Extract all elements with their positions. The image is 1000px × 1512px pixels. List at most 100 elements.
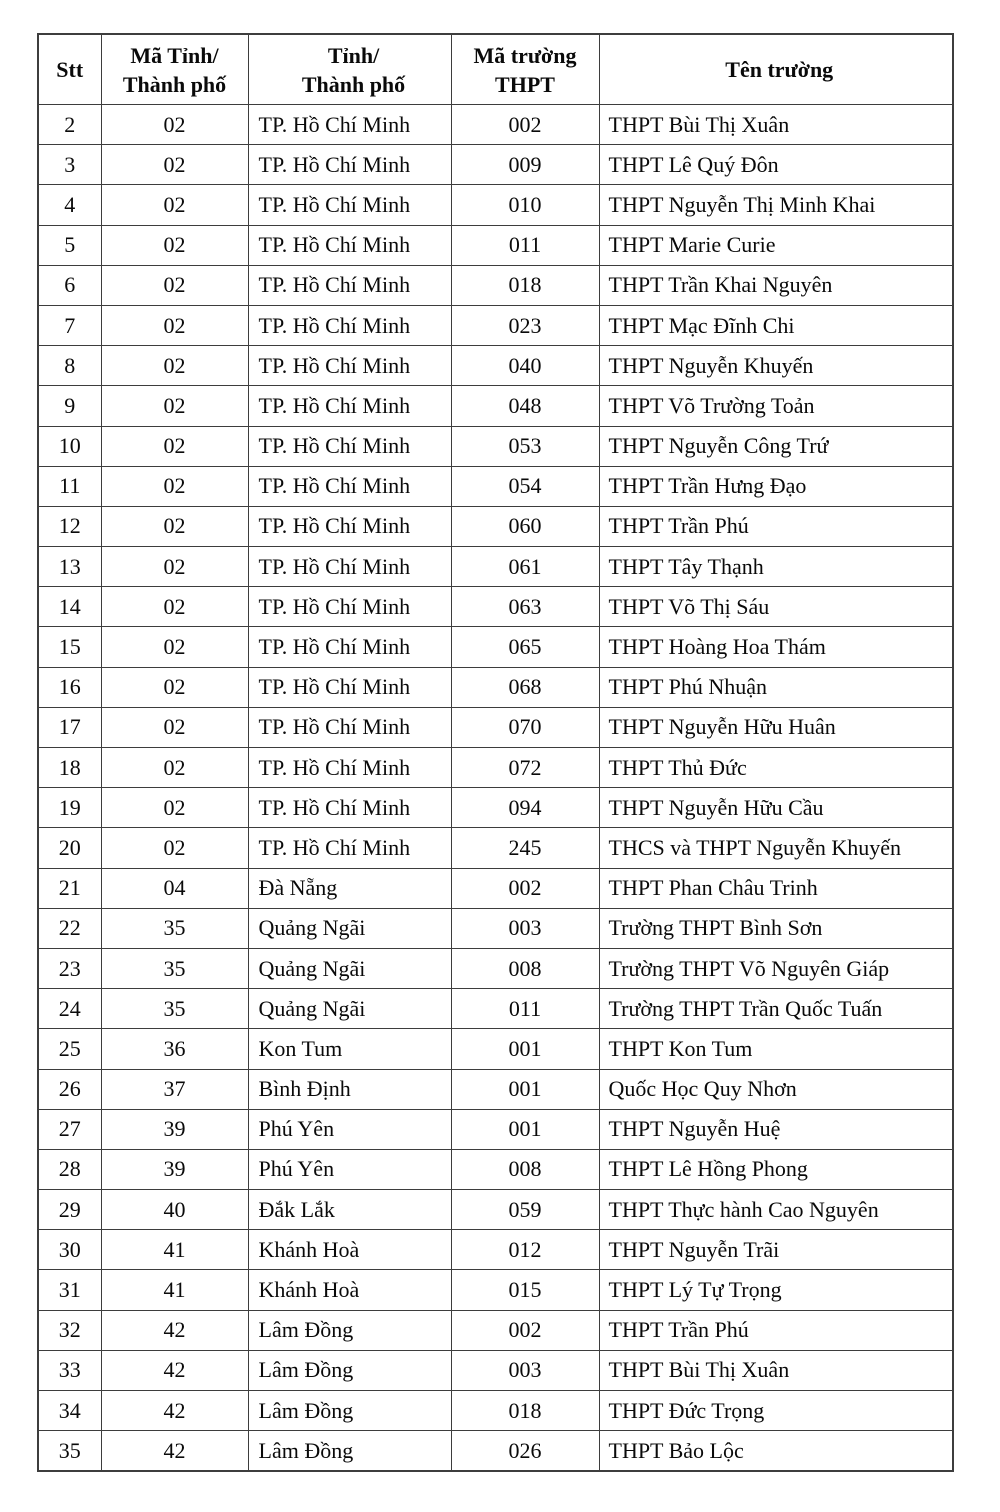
cell-ma_truong: 026 (450, 1430, 600, 1472)
cell-tinh: TP. Hồ Chí Minh (247, 706, 452, 749)
cell-tinh: TP. Hồ Chí Minh (247, 144, 452, 186)
cell-stt: 8 (37, 345, 102, 387)
cell-ten_truong: THPT Mạc Đĩnh Chi (598, 304, 954, 347)
cell-tinh: TP. Hồ Chí Minh (247, 264, 452, 306)
cell-ma_tinh: 39 (100, 1108, 249, 1150)
cell-ma_tinh: 02 (100, 505, 249, 548)
cell-ten_truong: THPT Nguyễn Hữu Cầu (598, 787, 954, 829)
cell-ma_tinh: 02 (100, 425, 249, 467)
cell-ma_truong: 015 (450, 1269, 600, 1311)
cell-ma_tinh: 02 (100, 345, 249, 387)
cell-tinh: TP. Hồ Chí Minh (247, 827, 452, 869)
cell-ma_tinh: 02 (100, 264, 249, 306)
cell-ma_tinh: 42 (100, 1430, 249, 1472)
cell-ma_truong: 008 (450, 947, 600, 990)
cell-ma_tinh: 02 (100, 144, 249, 186)
cell-stt: 22 (37, 907, 102, 949)
cell-ma_truong: 003 (450, 1349, 600, 1392)
cell-ma_tinh: 04 (100, 867, 249, 909)
cell-tinh: TP. Hồ Chí Minh (247, 224, 452, 266)
cell-ten_truong: THPT Lê Quý Đôn (598, 144, 954, 186)
cell-ten_truong: THPT Tây Thạnh (598, 546, 954, 588)
header-ma-tinh: Mã Tỉnh/ Thành phố (100, 33, 249, 105)
cell-ma_truong: 053 (450, 425, 600, 467)
cell-ma_tinh: 35 (100, 988, 249, 1030)
cell-stt: 7 (37, 304, 102, 347)
header-ten-truong: Tên trường (598, 33, 954, 105)
table-row: 16 02 TP. Hồ Chí Minh 068 THPT Phú Nhuận (37, 666, 954, 708)
table-row: 4 02 TP. Hồ Chí Minh 010 THPT Nguyễn Thị Min… (37, 184, 954, 226)
cell-ten_truong: THPT Nguyễn Thị Minh Khai (598, 184, 954, 226)
cell-tinh: TP. Hồ Chí Minh (247, 385, 452, 427)
cell-tinh: TP. Hồ Chí Minh (247, 505, 452, 548)
cell-tinh: Phú Yên (247, 1108, 452, 1150)
cell-ten_truong: THPT Nguyễn Trãi (598, 1229, 954, 1271)
cell-ten_truong: THPT Trần Phú (598, 1309, 954, 1351)
table-row: 20 02 TP. Hồ Chí Minh 245 THCS và THPT Nguyễ… (37, 827, 954, 869)
cell-ten_truong: THPT Nguyễn Khuyến (598, 345, 954, 387)
cell-stt: 5 (37, 224, 102, 266)
table-row: 12 02 TP. Hồ Chí Minh 060 THPT Trần Phú (37, 505, 954, 548)
cell-tinh: Quảng Ngãi (247, 988, 452, 1030)
cell-ma_tinh: 02 (100, 465, 249, 507)
cell-ten_truong: Quốc Học Quy Nhơn (598, 1068, 954, 1110)
table-row: 30 41 Khánh Hoà 012 THPT Nguyễn Trãi (37, 1229, 954, 1271)
table-row: 34 42 Lâm Đồng 018 THPT Đức Trọng (37, 1389, 954, 1432)
cell-stt: 27 (37, 1108, 102, 1150)
cell-ma_truong: 009 (450, 144, 600, 186)
cell-ma_tinh: 02 (100, 586, 249, 628)
cell-ma_truong: 002 (450, 867, 600, 909)
cell-ten_truong: THPT Bùi Thị Xuân (598, 1349, 954, 1392)
cell-ma_truong: 012 (450, 1229, 600, 1271)
cell-tinh: TP. Hồ Chí Minh (247, 103, 452, 146)
cell-stt: 33 (37, 1349, 102, 1392)
cell-ma_truong: 048 (450, 385, 600, 427)
cell-ten_truong: THPT Trần Khai Nguyên (598, 264, 954, 306)
table-row: 21 04 Đà Nẵng 002 THPT Phan Châu Trinh (37, 867, 954, 909)
cell-ma_tinh: 02 (100, 787, 249, 829)
cell-ma_tinh: 02 (100, 184, 249, 226)
cell-ma_tinh: 40 (100, 1189, 249, 1231)
cell-tinh: Khánh Hoà (247, 1229, 452, 1271)
table-row: 24 35 Quảng Ngãi 011 Trường THPT Trần Quốc T… (37, 988, 954, 1030)
cell-ten_truong: THPT Lê Hồng Phong (598, 1148, 954, 1191)
cell-stt: 18 (37, 746, 102, 789)
cell-tinh: TP. Hồ Chí Minh (247, 586, 452, 628)
cell-ma_tinh: 36 (100, 1028, 249, 1070)
cell-stt: 34 (37, 1389, 102, 1432)
cell-ma_truong: 065 (450, 626, 600, 668)
table-row: 33 42 Lâm Đồng 003 THPT Bùi Thị Xuân (37, 1349, 954, 1392)
header-row: Stt Mã Tỉnh/ Thành phố Tỉnh/ Thành phố M… (37, 33, 954, 105)
cell-ma_truong: 059 (450, 1189, 600, 1231)
cell-ten_truong: THPT Nguyễn Hữu Huân (598, 706, 954, 749)
table-row: 18 02 TP. Hồ Chí Minh 072 THPT Thủ Đức (37, 746, 954, 789)
cell-ma_tinh: 39 (100, 1148, 249, 1191)
cell-ma_tinh: 02 (100, 746, 249, 789)
table-row: 14 02 TP. Hồ Chí Minh 063 THPT Võ Thị Sáu (37, 586, 954, 628)
cell-stt: 4 (37, 184, 102, 226)
table-row: 15 02 TP. Hồ Chí Minh 065 THPT Hoàng Hoa Thá… (37, 626, 954, 668)
cell-stt: 19 (37, 787, 102, 829)
table-row: 13 02 TP. Hồ Chí Minh 061 THPT Tây Thạnh (37, 546, 954, 588)
table-row: 26 37 Bình Định 001 Quốc Học Quy Nhơn (37, 1068, 954, 1110)
cell-ma_truong: 018 (450, 264, 600, 306)
cell-tinh: Quảng Ngãi (247, 907, 452, 949)
cell-tinh: TP. Hồ Chí Minh (247, 746, 452, 789)
cell-stt: 35 (37, 1430, 102, 1472)
table-row: 19 02 TP. Hồ Chí Minh 094 THPT Nguyễn Hữu Cầ… (37, 787, 954, 829)
cell-tinh: TP. Hồ Chí Minh (247, 465, 452, 507)
cell-ma_tinh: 42 (100, 1389, 249, 1432)
cell-ma_tinh: 35 (100, 947, 249, 990)
cell-ten_truong: THPT Thủ Đức (598, 746, 954, 789)
cell-ten_truong: THPT Nguyễn Huệ (598, 1108, 954, 1150)
cell-ma_truong: 063 (450, 586, 600, 628)
header-stt: Stt (37, 33, 102, 105)
header-tinh: Tỉnh/ Thành phố (247, 33, 452, 105)
cell-ten_truong: THPT Marie Curie (598, 224, 954, 266)
cell-ma_truong: 245 (450, 827, 600, 869)
cell-tinh: Đà Nẵng (247, 867, 452, 909)
cell-ten_truong: THPT Phú Nhuận (598, 666, 954, 708)
cell-tinh: Phú Yên (247, 1148, 452, 1191)
cell-ma_truong: 011 (450, 988, 600, 1030)
